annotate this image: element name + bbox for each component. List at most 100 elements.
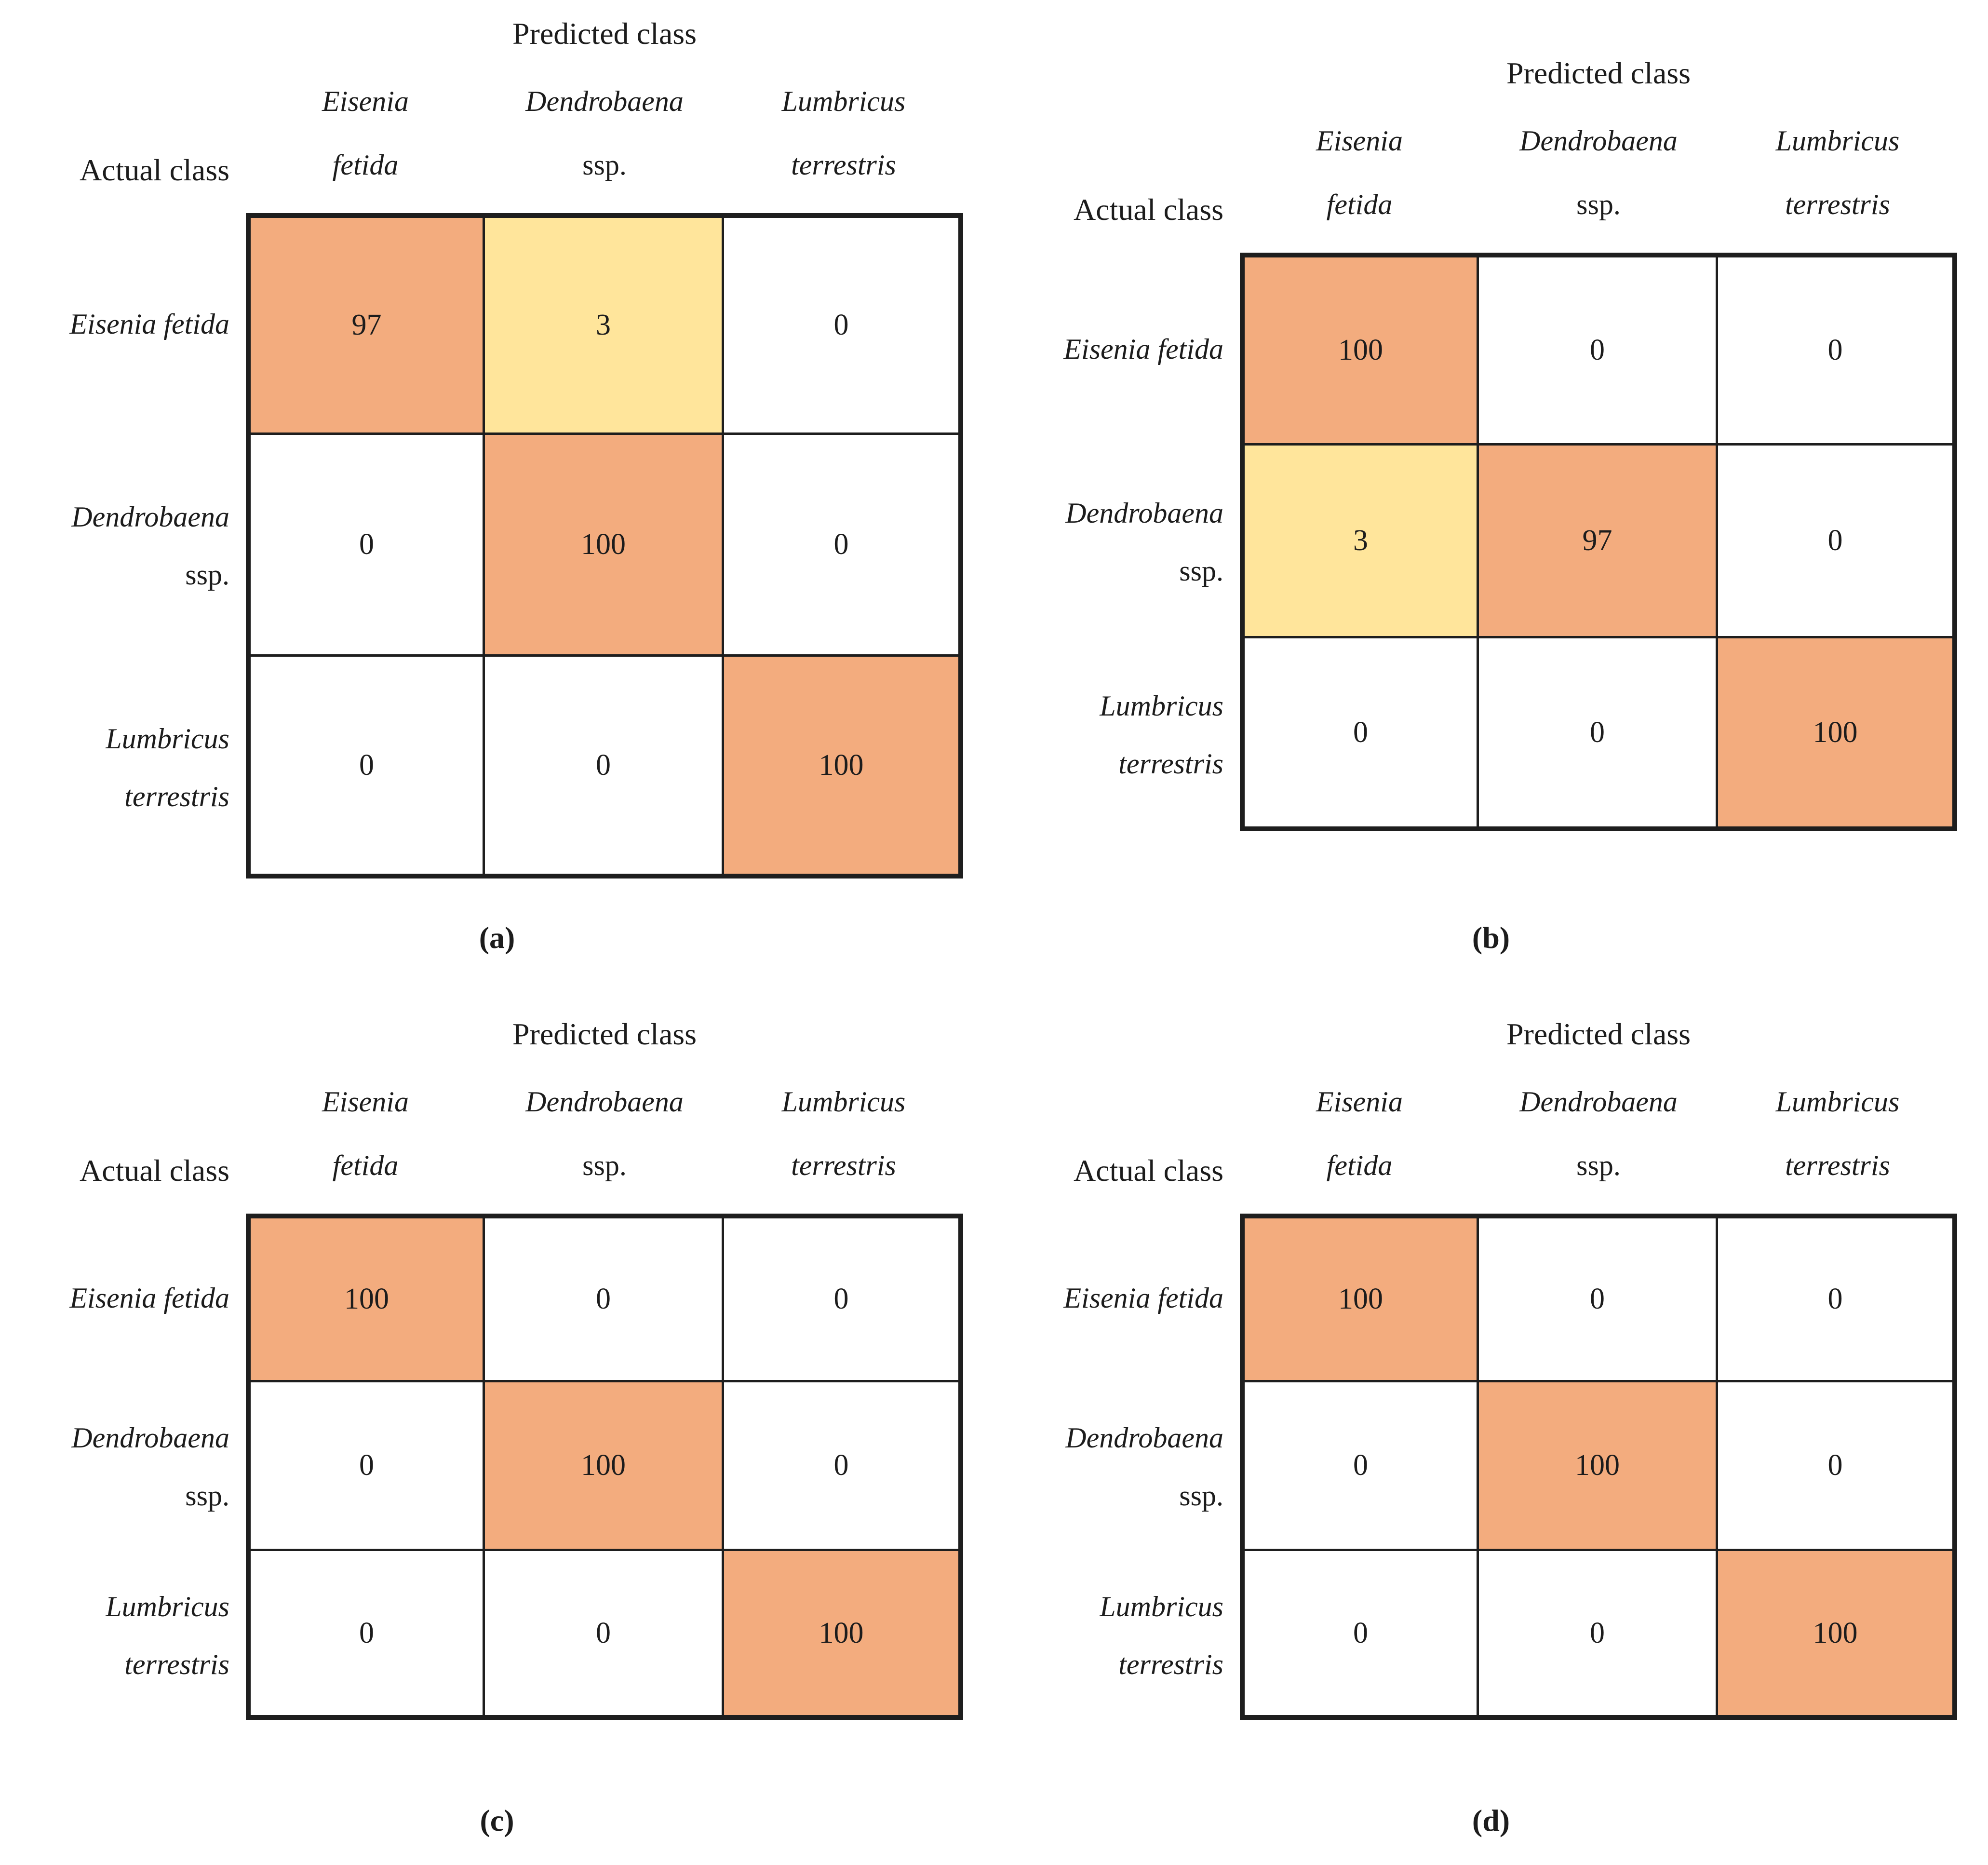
column-header: Dendrobaena ssp.: [1479, 109, 1718, 253]
row-header: Lumbricus terrestris: [1008, 638, 1240, 831]
row-header-line: ssp.: [1179, 555, 1223, 587]
column-header-line: fetida: [332, 1149, 399, 1181]
matrix-cell: 0: [485, 657, 724, 878]
column-header: Lumbricus terrestris: [724, 1070, 963, 1214]
matrix-cell: 100: [485, 435, 724, 657]
column-header-line: terrestris: [791, 149, 896, 181]
column-header: Dendrobaena ssp.: [485, 1070, 724, 1214]
column-header-line: Lumbricus: [781, 85, 906, 117]
matrix-cell: 3: [485, 213, 724, 435]
row-header-line: Eisenia fetida: [1063, 333, 1223, 365]
column-header-line: terrestris: [1785, 1149, 1890, 1181]
predicted-class-label: Predicted class: [512, 16, 697, 51]
actual-class-label: Actual class: [1074, 1153, 1223, 1188]
column-header-line: fetida: [1326, 189, 1393, 220]
column-header-line: Eisenia: [322, 85, 409, 117]
row-header: Lumbricus terrestris: [1008, 1551, 1240, 1720]
column-header-line: Eisenia: [1316, 125, 1403, 157]
column-header: Lumbricus terrestris: [1718, 109, 1957, 253]
matrix-cell: 0: [1479, 638, 1718, 831]
matrix-cell: 0: [246, 1551, 485, 1720]
actual-class-label: Actual class: [1074, 192, 1223, 227]
matrix-cell: 0: [724, 213, 963, 435]
confusion-matrix-grid: Actual class Eisenia fetida Dendrobaena ssp…: [14, 1070, 963, 1720]
predicted-class-label: Predicted class: [512, 1017, 697, 1051]
row-header: Dendrobaena ssp.: [1008, 446, 1240, 638]
column-header: Eisenia fetida: [1240, 1070, 1479, 1214]
row-header-line: Eisenia fetida: [69, 1282, 229, 1314]
matrix-cell: 0: [1479, 253, 1718, 446]
column-header: Dendrobaena ssp.: [485, 69, 724, 213]
column-header-line: Lumbricus: [781, 1086, 906, 1118]
panel-caption: (a): [479, 920, 515, 955]
row-header-line: Lumbricus: [1100, 1591, 1223, 1622]
column-header-line: ssp.: [582, 1149, 627, 1181]
matrix-cell: 100: [1718, 638, 1957, 831]
column-header-line: Dendrobaena: [525, 1086, 684, 1118]
matrix-cell: 0: [724, 435, 963, 657]
row-header-line: terrestris: [1118, 748, 1223, 780]
confusion-matrix-grid: Actual class Eisenia fetida Dendrobaena ssp…: [1008, 109, 1957, 831]
matrix-cell: 0: [1479, 1551, 1718, 1720]
column-header-line: fetida: [332, 149, 399, 181]
actual-class-label: Actual class: [80, 1153, 229, 1188]
matrix-cell: 0: [1240, 1382, 1479, 1551]
row-header: Dendrobaena ssp.: [14, 435, 246, 657]
column-header: Eisenia fetida: [246, 69, 485, 213]
row-header-line: terrestris: [124, 1649, 229, 1680]
matrix-cell: 0: [724, 1214, 963, 1382]
column-header: Lumbricus terrestris: [724, 69, 963, 213]
column-header-line: Dendrobaena: [1519, 125, 1678, 157]
confusion-matrix-panel: Predicted class Actual class Eisenia feti…: [994, 969, 1988, 1865]
panel-caption: (b): [1472, 920, 1510, 955]
matrix-cell: 100: [1718, 1551, 1957, 1720]
row-header-line: Dendrobaena: [71, 1422, 229, 1454]
column-header-line: Dendrobaena: [525, 85, 684, 117]
row-header-line: Eisenia fetida: [69, 308, 229, 340]
panel-caption: (c): [480, 1803, 514, 1838]
matrix-cell: 0: [1718, 253, 1957, 446]
row-header: Eisenia fetida: [1008, 253, 1240, 446]
matrix-cell: 100: [1479, 1382, 1718, 1551]
row-header-line: Lumbricus: [106, 1591, 229, 1622]
matrix-cell: 100: [724, 657, 963, 878]
confusion-matrix-panel: Predicted class Actual class Eisenia feti…: [0, 0, 994, 969]
column-header-line: ssp.: [1576, 189, 1621, 220]
column-header-line: fetida: [1326, 1149, 1393, 1181]
row-header-line: Eisenia fetida: [1063, 1282, 1223, 1314]
row-header-line: Dendrobaena: [1065, 497, 1223, 529]
matrix-cell: 0: [1240, 638, 1479, 831]
panel-caption: (d): [1472, 1803, 1510, 1838]
matrix-cell: 0: [1479, 1214, 1718, 1382]
matrix-cell: 0: [1718, 1214, 1957, 1382]
matrix-cell: 0: [246, 435, 485, 657]
matrix-cell: 100: [246, 1214, 485, 1382]
row-header-line: Dendrobaena: [71, 501, 229, 533]
row-header: Eisenia fetida: [14, 213, 246, 435]
row-header: Eisenia fetida: [14, 1214, 246, 1382]
matrix-cell: 3: [1240, 446, 1479, 638]
matrix-cell: 0: [246, 657, 485, 878]
row-header-line: ssp.: [185, 559, 229, 591]
matrix-cell: 0: [1718, 446, 1957, 638]
matrix-cell: 0: [1240, 1551, 1479, 1720]
column-header: Eisenia fetida: [246, 1070, 485, 1214]
column-header-line: Eisenia: [322, 1086, 409, 1118]
column-header-line: terrestris: [1785, 189, 1890, 220]
row-header-line: Lumbricus: [1100, 690, 1223, 722]
column-header: Eisenia fetida: [1240, 109, 1479, 253]
column-header-line: Lumbricus: [1775, 1086, 1900, 1118]
confusion-matrix-panel: Predicted class Actual class Eisenia feti…: [994, 0, 1988, 969]
predicted-class-label: Predicted class: [1506, 56, 1691, 90]
matrix-cell: 0: [1718, 1382, 1957, 1551]
confusion-matrix-grid: Actual class Eisenia fetida Dendrobaena ssp…: [1008, 1070, 1957, 1720]
row-header: Eisenia fetida: [1008, 1214, 1240, 1382]
matrix-cell: 0: [724, 1382, 963, 1551]
row-header: Lumbricus terrestris: [14, 657, 246, 878]
matrix-cell: 100: [724, 1551, 963, 1720]
column-header-line: ssp.: [1576, 1149, 1621, 1181]
column-header-line: Lumbricus: [1775, 125, 1900, 157]
row-header-line: ssp.: [185, 1480, 229, 1512]
actual-class-label: Actual class: [80, 153, 229, 187]
